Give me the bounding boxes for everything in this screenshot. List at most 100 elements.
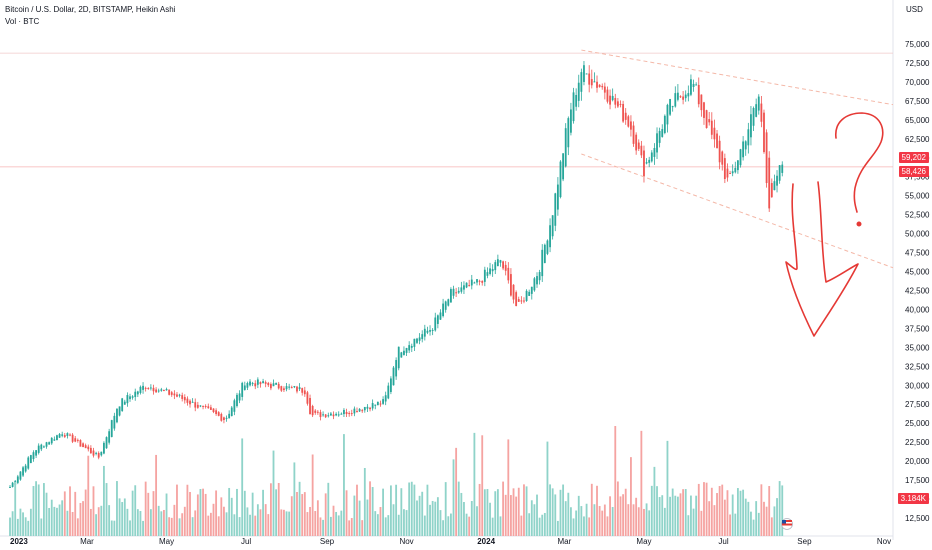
candle-body — [463, 285, 465, 289]
candle-body — [693, 84, 695, 87]
candle-body — [273, 383, 275, 386]
candle-body — [716, 134, 718, 149]
candle-body — [753, 108, 755, 126]
candle-body — [33, 452, 35, 459]
candle-body — [578, 83, 580, 101]
candle-body — [690, 79, 692, 94]
volume-bar — [124, 498, 126, 536]
volume-bar — [393, 504, 395, 536]
volume-bar — [567, 493, 569, 536]
volume-bar — [252, 493, 254, 536]
candle-body — [440, 312, 442, 319]
volume-bar — [434, 502, 436, 536]
candle-body — [223, 417, 225, 420]
volume-bar — [236, 489, 238, 536]
volume-tag: 3.184K — [898, 493, 929, 504]
down-arrow-annotation — [786, 182, 858, 336]
y-tick-label: 52,500 — [905, 211, 930, 220]
candle-body — [523, 301, 525, 302]
candle-body — [500, 260, 502, 263]
candle-body — [513, 285, 515, 300]
candle-body — [254, 383, 256, 386]
volume-bar — [184, 507, 186, 536]
volume-bar — [111, 520, 113, 536]
candle-body — [429, 330, 431, 332]
candle-body — [575, 95, 577, 107]
candle-body — [12, 483, 14, 487]
candle-body — [408, 345, 410, 350]
candle-body — [570, 109, 572, 132]
volume-bar — [33, 486, 35, 536]
volume-bar — [620, 496, 622, 536]
volume-bar — [385, 517, 387, 536]
candle-body — [734, 168, 736, 172]
candle-body — [479, 281, 481, 282]
volume-bar — [515, 497, 517, 536]
candle-body — [317, 412, 319, 413]
candle-body — [554, 193, 556, 225]
volume-bar — [100, 506, 102, 536]
candle-body — [398, 347, 400, 368]
candle-body — [528, 292, 530, 296]
candle-body — [432, 330, 434, 331]
candle-body — [155, 390, 157, 393]
volume-bar — [721, 485, 723, 536]
volume-bar — [147, 493, 149, 536]
candle-body — [711, 121, 713, 135]
volume-bar — [479, 484, 481, 536]
volume-bar — [132, 491, 134, 536]
candle-body — [93, 451, 95, 456]
candle-body — [291, 387, 293, 388]
candle-body — [121, 398, 123, 411]
volume-bar — [134, 485, 136, 536]
candle-body — [100, 452, 102, 456]
candle-body — [395, 360, 397, 376]
candle-body — [601, 86, 603, 87]
candle-body — [359, 409, 361, 412]
candle-body — [252, 383, 254, 384]
candle-body — [387, 386, 389, 399]
candle-body — [56, 435, 58, 440]
volume-bar — [12, 511, 14, 536]
volume-bar — [586, 504, 588, 536]
candle-body — [453, 289, 455, 296]
volume-bar — [226, 512, 228, 536]
candle-body — [779, 165, 781, 181]
candle-body — [714, 128, 716, 140]
volume-bar — [69, 486, 71, 536]
x-tick-label: Jul — [241, 537, 251, 546]
volume-bar — [674, 496, 676, 536]
volume-bar — [727, 490, 729, 536]
volume-bar — [643, 509, 645, 536]
y-tick-label: 35,000 — [905, 343, 930, 352]
volume-bar — [547, 442, 549, 536]
candle-body — [609, 96, 611, 105]
volume-bar — [25, 517, 27, 536]
x-tick-label: 2023 — [10, 537, 28, 546]
volume-bar — [254, 516, 256, 536]
volume-bar — [218, 516, 220, 536]
candle-body — [283, 388, 285, 390]
volume-bar — [580, 506, 582, 536]
volume-bar — [189, 492, 191, 536]
candle-body — [95, 453, 97, 454]
candle-body — [197, 405, 199, 408]
candle-body — [390, 378, 392, 392]
candle-body — [700, 95, 702, 111]
volume-bar — [463, 502, 465, 536]
y-tick-label: 67,500 — [905, 97, 930, 106]
candle-body — [677, 93, 679, 100]
y-tick-label: 55,000 — [905, 192, 930, 201]
candle-body — [596, 82, 598, 88]
volume-bar — [714, 505, 716, 536]
volume-bar — [617, 481, 619, 536]
volume-bar — [126, 509, 128, 536]
flag-icon — [782, 524, 792, 526]
candle-body — [61, 434, 63, 435]
volume-bar — [429, 505, 431, 536]
volume-bar — [533, 504, 535, 536]
candle-body — [35, 450, 37, 455]
candle-body — [327, 415, 329, 416]
volume-bar — [262, 490, 264, 536]
